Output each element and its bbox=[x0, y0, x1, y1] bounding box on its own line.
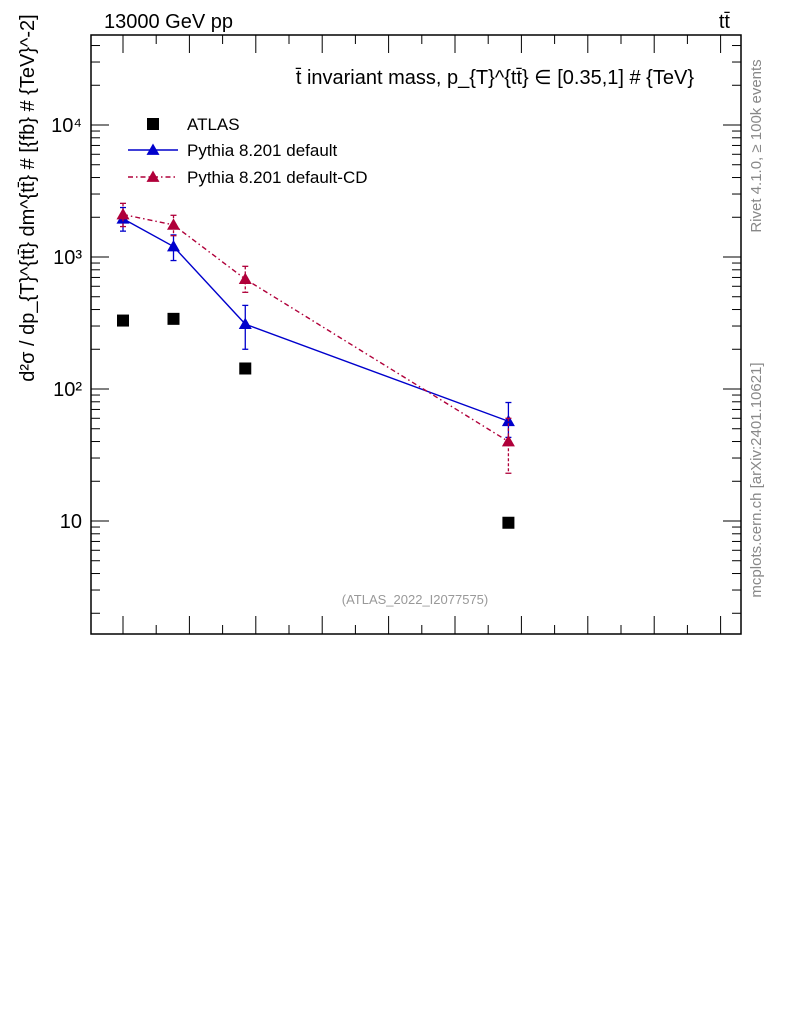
data-point-triangle bbox=[238, 272, 252, 284]
header-right-label: tt̄ bbox=[719, 11, 731, 33]
data-point-triangle bbox=[501, 435, 515, 447]
y-axis-label: d²σ / dp_{T}^{tt̄} dm^{tt̄} # [{fb} # {T… bbox=[17, 14, 39, 381]
legend-label: Pythia 8.201 default bbox=[187, 141, 338, 160]
data-point-square bbox=[167, 312, 180, 325]
legend-marker-square bbox=[147, 118, 159, 130]
x-axis bbox=[122, 35, 722, 634]
data-point-triangle bbox=[167, 218, 181, 230]
y-tick-label: 10⁴ bbox=[51, 115, 82, 137]
data-point-square bbox=[117, 314, 129, 327]
data-point-square bbox=[502, 516, 515, 529]
legend: ATLAS Pythia 8.201 default Pythia 8.201 de… bbox=[128, 115, 368, 187]
series-layer bbox=[116, 202, 515, 529]
series-2 bbox=[116, 202, 515, 474]
data-point-triangle bbox=[167, 240, 181, 252]
data-point-triangle bbox=[238, 317, 252, 330]
legend-label: Pythia 8.201 default-CD bbox=[187, 168, 368, 187]
source-label: mcplots.cern.ch [arXiv:2401.10621] bbox=[748, 362, 765, 597]
header-left-label: 13000 GeV pp bbox=[104, 11, 233, 33]
data-point-square bbox=[239, 362, 252, 375]
data-point-triangle bbox=[116, 207, 130, 220]
legend-marker-triangle bbox=[146, 170, 160, 182]
legend-marker-triangle bbox=[146, 143, 160, 155]
chart-title: t̄ invariant mass, p_{T}^{tt̄} ∈ [0.35,1… bbox=[295, 67, 694, 89]
series-line bbox=[122, 218, 509, 422]
y-axis: 10 10² 10³ 10⁴ bbox=[51, 45, 741, 614]
series-line bbox=[122, 213, 509, 443]
y-tick-label: 10² bbox=[53, 379, 82, 401]
watermark-label: (ATLAS_2022_I2077575) bbox=[342, 592, 488, 607]
plot-frame bbox=[90, 34, 742, 635]
y-tick-label: 10 bbox=[60, 511, 82, 533]
legend-label: ATLAS bbox=[187, 115, 240, 134]
y-tick-label: 10³ bbox=[53, 247, 82, 269]
rivet-version-label: Rivet 4.1.0, ≥ 100k events bbox=[748, 59, 765, 232]
series-0 bbox=[117, 312, 515, 529]
